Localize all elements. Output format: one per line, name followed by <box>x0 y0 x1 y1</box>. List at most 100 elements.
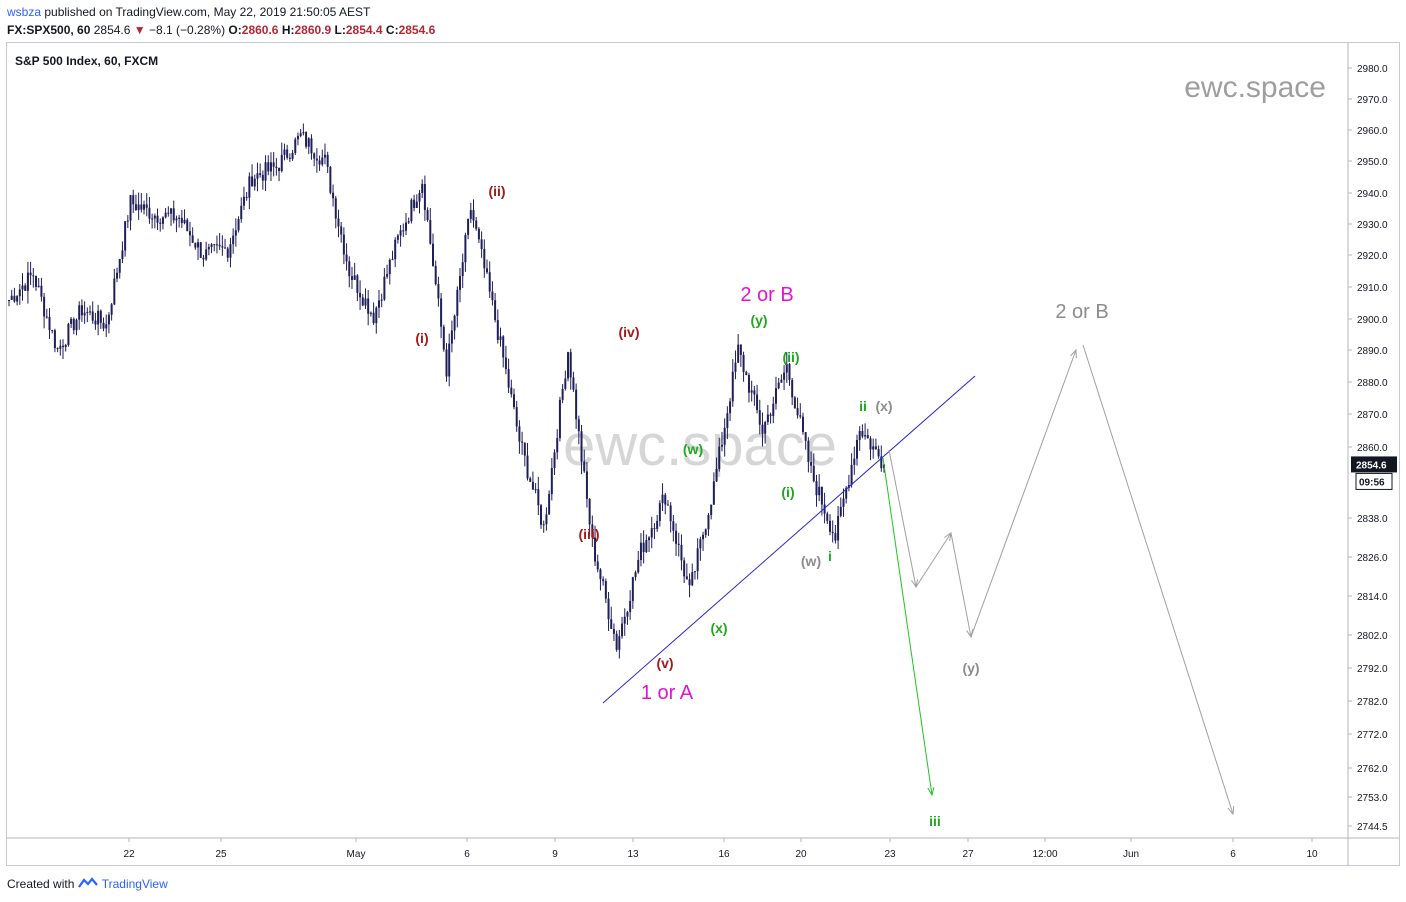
candle-body <box>180 217 183 224</box>
candle-body <box>683 560 686 577</box>
candle-body <box>202 257 205 260</box>
candle-body <box>801 416 804 433</box>
candle-body <box>402 230 405 232</box>
wave-label-green-y: (y) <box>750 312 767 328</box>
candle-body <box>361 297 364 306</box>
wave-label-red-i: (i) <box>415 330 428 346</box>
candle-body <box>294 139 297 153</box>
candle-body <box>591 524 594 538</box>
candle-body <box>350 276 353 280</box>
candle-body <box>569 352 572 378</box>
candle-body <box>89 311 92 313</box>
y-tick-label: 2826.0 <box>1357 553 1388 564</box>
candle-body <box>750 390 753 393</box>
candle-body <box>610 619 613 629</box>
candle-body <box>629 600 632 613</box>
candle-body <box>558 399 561 439</box>
candle-body <box>226 248 229 258</box>
candle-body <box>596 561 599 570</box>
wave-label-green-ii: ii <box>859 398 867 414</box>
candle-body <box>453 315 456 331</box>
candle-body <box>680 544 683 561</box>
candle-body <box>861 430 864 437</box>
candle-body <box>340 226 343 235</box>
author-link[interactable]: wsbza <box>7 5 42 19</box>
candle-body <box>429 220 432 244</box>
candle-body <box>186 219 189 232</box>
candle-body <box>623 616 626 624</box>
candle-body <box>172 208 175 221</box>
y-tick-label: 2753.0 <box>1357 793 1388 804</box>
candle-body <box>534 489 537 491</box>
candle-body <box>631 577 634 601</box>
candle-body <box>431 243 434 266</box>
candle-body <box>618 636 621 650</box>
wave-label-red-iii: (iii) <box>579 526 600 542</box>
candle-body <box>415 201 418 208</box>
candle-body <box>669 505 672 522</box>
candle-body <box>53 330 56 349</box>
candle-body <box>367 298 370 314</box>
candle-body <box>256 173 259 179</box>
candle-body <box>685 576 688 580</box>
candle-body <box>820 486 823 505</box>
candle-body <box>272 162 275 167</box>
candle-body <box>626 612 629 617</box>
candle-body <box>585 471 588 499</box>
y-tick-label: 2870.0 <box>1357 410 1388 421</box>
candle-body <box>310 138 313 154</box>
close-label: C: <box>385 23 399 37</box>
candle-body <box>445 349 448 377</box>
candle-body <box>205 249 208 260</box>
publish-info: wsbza published on TradingView.com, May … <box>7 5 370 19</box>
projection-green-arrow-head <box>927 787 935 797</box>
candle-body <box>78 305 81 320</box>
candle-body <box>639 542 642 560</box>
candle-body <box>556 438 559 453</box>
candle-body <box>572 377 575 390</box>
candle-body <box>156 215 159 223</box>
low-label: L: <box>334 23 346 37</box>
candle-body <box>531 481 534 490</box>
candle-body <box>491 291 494 301</box>
tradingview-logo-icon[interactable] <box>77 877 98 892</box>
wave-label-green-i-paren: (i) <box>781 484 794 500</box>
footer: Created with TradingView <box>7 877 168 892</box>
candle-body <box>702 534 705 540</box>
change-value: −8.1 (−0.28%) <box>149 23 226 37</box>
candle-body <box>113 278 116 305</box>
candle-body <box>43 296 46 317</box>
candle-body <box>577 419 580 432</box>
candle-body <box>191 235 194 243</box>
candle-body <box>194 242 197 248</box>
candle-body <box>353 275 356 280</box>
candle-body <box>548 494 551 515</box>
candle-body <box>764 422 767 434</box>
candle-body <box>40 285 43 297</box>
x-tick-label: 23 <box>884 849 896 860</box>
candle-body <box>286 149 289 158</box>
candle-body <box>99 310 102 323</box>
y-tick-label: 2838.0 <box>1357 514 1388 525</box>
candle-body <box>772 403 775 416</box>
tradingview-link[interactable]: TradingView <box>101 877 168 891</box>
y-tick-label: 2860.0 <box>1357 443 1388 454</box>
candle-body <box>18 289 21 297</box>
candle-body <box>769 414 772 416</box>
down-arrow-icon: ▼ <box>133 23 146 37</box>
current-price-text: 2854.6 <box>1356 460 1387 471</box>
candle-body <box>780 379 783 383</box>
high-label: H: <box>281 23 295 37</box>
y-tick-label: 2880.0 <box>1357 378 1388 389</box>
wave-label-green-ii-paren: (ii) <box>782 349 799 365</box>
candle-body <box>280 154 283 172</box>
candle-body <box>594 537 597 562</box>
candle-body <box>475 220 478 229</box>
candle-body <box>134 204 137 210</box>
candle-body <box>486 268 489 273</box>
candle-body <box>818 486 821 496</box>
candle-body <box>364 298 367 306</box>
candle-body <box>774 388 777 404</box>
candle-body <box>807 440 810 462</box>
